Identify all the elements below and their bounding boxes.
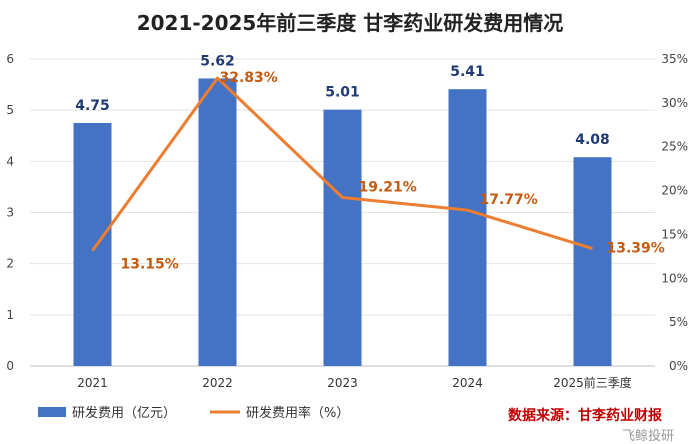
right-axis: 0% 5% 10% 15% 20% 25% 30% 35% [661, 52, 688, 373]
right-tick-label: 35% [661, 52, 688, 66]
bar [573, 157, 612, 366]
watermark: 飞鲸投研 [622, 428, 674, 444]
rate-value-label: 17.77% [480, 192, 538, 208]
right-tick-label: 0% [669, 359, 688, 373]
bar-value-label: 5.01 [325, 85, 360, 101]
right-tick-label: 15% [661, 227, 688, 241]
bar [73, 122, 112, 366]
x-axis: 2021 2022 2023 2024 2025前三季度 [77, 375, 632, 390]
chart-title: 2021-2025年前三季度 甘李药业研发费用情况 [137, 11, 564, 35]
rate-value-label: 19.21% [359, 180, 417, 196]
rate-value-label: 13.15% [121, 257, 179, 273]
rate-value-label: 13.39% [607, 241, 665, 257]
left-tick-label: 6 [6, 52, 14, 66]
right-tick-label: 10% [661, 271, 688, 285]
legend: 研发费用（亿元） 研发费用率（%） [38, 405, 349, 421]
category-label: 2022 [202, 376, 233, 390]
right-tick-label: 20% [661, 184, 688, 198]
left-tick-label: 0 [6, 359, 14, 373]
category-label: 2024 [452, 376, 483, 390]
left-tick-label: 2 [6, 257, 14, 271]
category-label: 2021 [77, 376, 108, 390]
category-label: 2023 [327, 376, 358, 390]
bar-value-label: 4.08 [575, 132, 610, 148]
bar-value-label: 5.62 [200, 53, 235, 69]
right-tick-label: 30% [661, 96, 688, 110]
legend-label-bar: 研发费用（亿元） [72, 405, 176, 421]
right-tick-label: 5% [669, 315, 688, 329]
bar [198, 78, 237, 367]
rate-series-line [91, 76, 593, 252]
source-note: 数据来源：甘李药业财报 [508, 407, 662, 424]
left-tick-label: 5 [6, 103, 14, 117]
category-label: 2025前三季度 [553, 375, 632, 390]
bar [323, 109, 362, 366]
left-tick-label: 3 [6, 206, 14, 220]
rate-line: 13.15% 32.83% 19.21% 17.77% 13.39% [91, 70, 665, 273]
bars: 4.75 5.62 5.01 5.41 4.08 [73, 53, 612, 367]
left-tick-label: 4 [6, 154, 14, 168]
bar [448, 89, 487, 367]
bar-value-label: 5.41 [450, 64, 485, 80]
legend-label-line: 研发费用率（%） [246, 405, 349, 421]
bar-value-label: 4.75 [75, 98, 110, 114]
right-tick-label: 25% [661, 140, 688, 154]
left-tick-label: 1 [6, 308, 14, 322]
left-axis: 0 1 2 3 4 5 6 [6, 52, 14, 373]
rate-value-label: 32.83% [220, 70, 278, 86]
legend-swatch-bar [38, 407, 66, 417]
